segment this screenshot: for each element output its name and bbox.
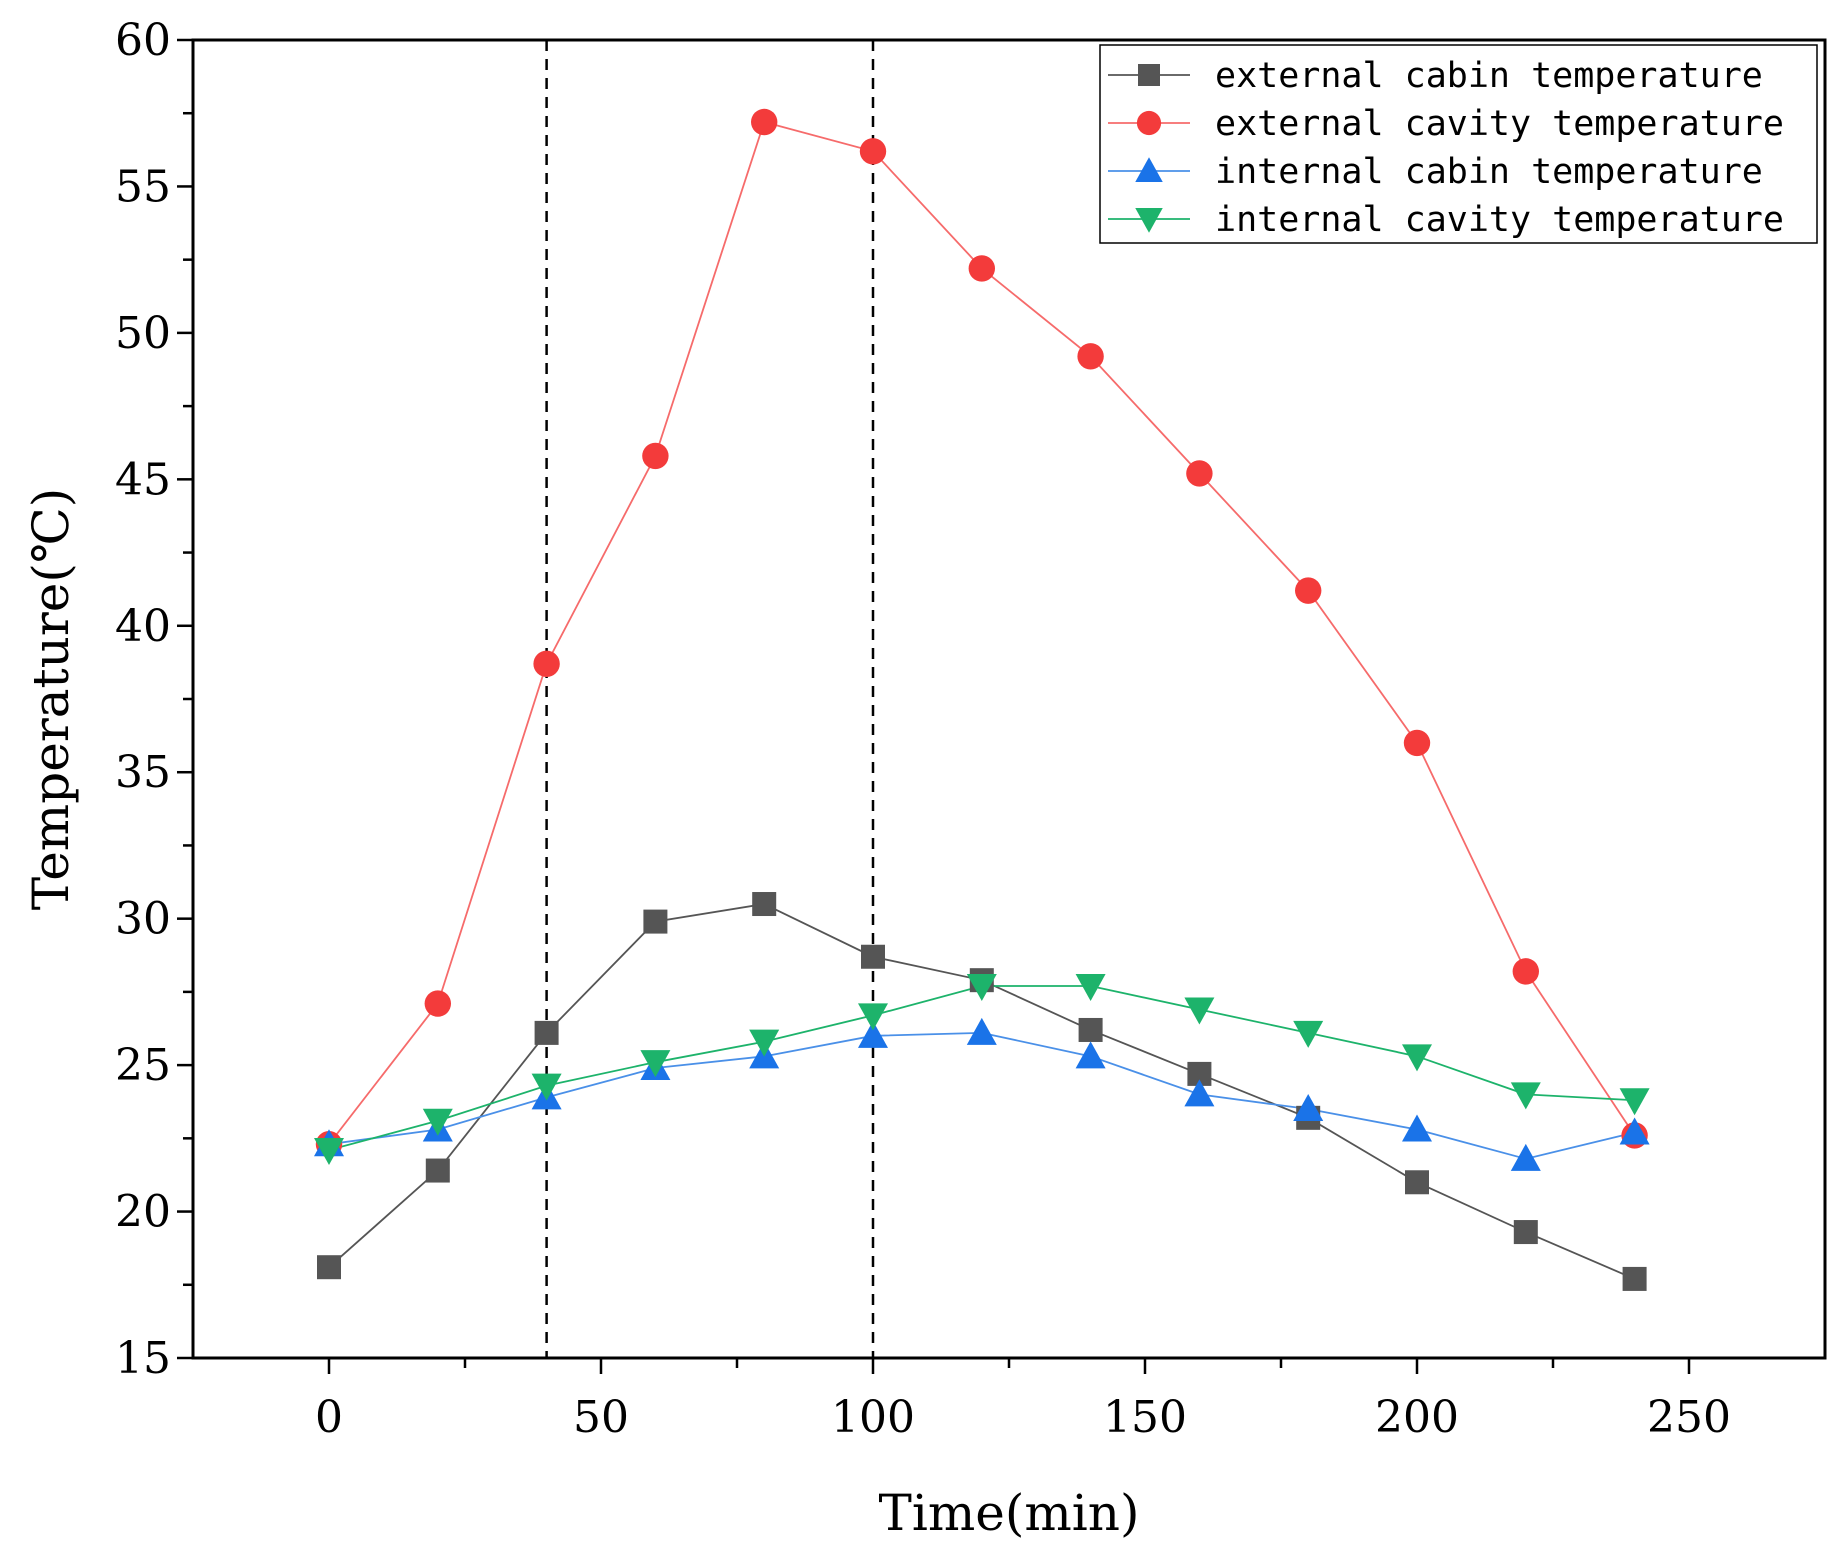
data-point-series-4	[422, 1108, 453, 1136]
data-point-series-3	[966, 1017, 997, 1045]
y-tick-label: 20	[115, 1187, 171, 1238]
data-point-series-2	[859, 138, 887, 165]
data-point-series-3	[1293, 1094, 1324, 1122]
x-tick-label: 200	[1375, 1392, 1459, 1443]
data-point-series-4	[1293, 1020, 1324, 1048]
x-tick-label: 0	[315, 1392, 343, 1443]
y-tick-label: 15	[115, 1333, 171, 1384]
data-point-series-2	[751, 108, 778, 136]
data-point-series-2	[533, 650, 560, 678]
data-point-series-4	[1510, 1082, 1541, 1110]
x-tick-label: 250	[1647, 1392, 1731, 1443]
data-point-series-2	[1186, 460, 1213, 487]
data-point-series-1	[1405, 1170, 1429, 1195]
data-point-series-1	[643, 909, 668, 934]
data-point-series-4	[314, 1138, 344, 1166]
legend-marker	[1138, 64, 1160, 86]
legend-box	[1099, 44, 1818, 244]
plot-frame	[191, 38, 1827, 1360]
axis-ticks: 0 50 100 150 200 250 15 20 25 30 35 40 45 50 55 60	[115, 15, 1731, 1443]
data-point-series-2	[1295, 577, 1322, 604]
data-point-series-2	[1512, 958, 1540, 985]
legend-marker	[1135, 157, 1163, 182]
y-tick-label: 30	[115, 894, 171, 945]
data-point-series-1	[1513, 1220, 1538, 1245]
data-point-series-4	[966, 974, 997, 1002]
data-point-series-2	[424, 990, 451, 1017]
data-point-series-4	[640, 1050, 671, 1078]
data-point-series-2	[968, 255, 995, 282]
data-point-series-3	[1510, 1143, 1541, 1171]
y-tick-label: 40	[115, 601, 171, 652]
legend-label: internal cabin temperature	[1215, 152, 1763, 192]
data-point-series-2	[1077, 343, 1104, 370]
data-point-series-4	[1184, 997, 1215, 1025]
data-point-series-3	[1619, 1117, 1650, 1145]
legend: external cabin temperature external cavit…	[1099, 44, 1818, 244]
data-point-series-2	[642, 442, 669, 470]
y-tick-label: 55	[115, 161, 171, 212]
y-axis-title: Temperature(℃)	[22, 488, 80, 911]
y-tick-label: 50	[115, 308, 171, 359]
data-point-series-3	[858, 1020, 888, 1048]
data-point-series-4	[1402, 1044, 1432, 1072]
x-tick-label: 50	[573, 1392, 629, 1443]
legend-label: external cavity temperature	[1215, 104, 1784, 144]
x-tick-label: 100	[831, 1392, 915, 1443]
y-tick-label: 25	[115, 1040, 171, 1091]
data-point-series-4	[531, 1073, 562, 1101]
y-tick-label: 35	[115, 747, 171, 798]
data-point-series-4	[858, 1003, 888, 1031]
data-point-series-1	[425, 1158, 450, 1183]
data-point-series-3	[1075, 1041, 1106, 1069]
data-point-series-1	[1622, 1266, 1647, 1291]
data-point-series-1	[861, 944, 885, 969]
x-tick-label: 150	[1103, 1392, 1187, 1443]
data-point-series-4	[749, 1029, 780, 1057]
data-point-series-1	[752, 892, 777, 917]
data-point-series-4	[1619, 1088, 1650, 1116]
data-point-series-2	[1403, 729, 1431, 757]
y-tick-label: 45	[115, 454, 171, 505]
data-point-series-4	[1075, 974, 1106, 1002]
legend-label: internal cavity temperature	[1215, 200, 1784, 240]
data-point-series-3	[1184, 1079, 1215, 1107]
legend-marker	[1135, 208, 1163, 233]
reference-lines	[545, 40, 875, 1358]
data-point-series-1	[1078, 1017, 1103, 1042]
legend-label: external cabin temperature	[1215, 56, 1763, 96]
series-markers	[314, 108, 1650, 1291]
legend-marker	[1136, 110, 1162, 136]
x-axis-title: Time(min)	[879, 1484, 1140, 1542]
data-point-series-1	[317, 1255, 341, 1280]
data-point-series-3	[1402, 1114, 1432, 1142]
data-point-series-1	[534, 1020, 559, 1045]
y-tick-label: 60	[115, 15, 171, 66]
